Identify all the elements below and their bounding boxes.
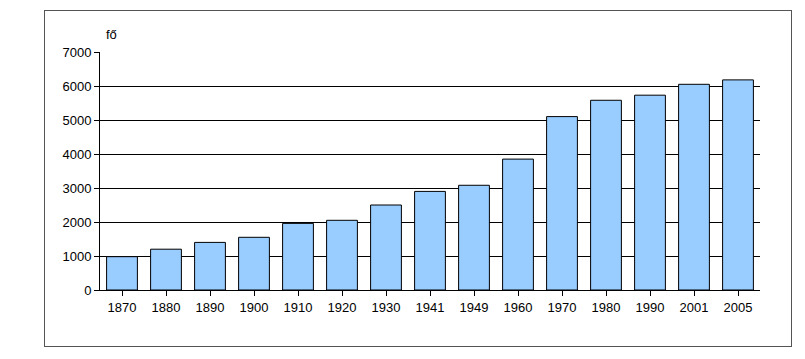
svg-text:4000: 4000: [62, 147, 91, 162]
svg-text:5000: 5000: [62, 113, 91, 128]
svg-text:1910: 1910: [284, 300, 313, 315]
svg-text:1980: 1980: [592, 300, 621, 315]
svg-text:6000: 6000: [62, 79, 91, 94]
svg-text:fő: fő: [106, 27, 117, 42]
svg-text:1920: 1920: [328, 300, 357, 315]
svg-text:1880: 1880: [152, 300, 181, 315]
svg-text:1890: 1890: [196, 300, 225, 315]
svg-text:2005: 2005: [724, 300, 753, 315]
svg-text:1941: 1941: [416, 300, 445, 315]
svg-text:1949: 1949: [460, 300, 489, 315]
svg-text:1970: 1970: [548, 300, 577, 315]
svg-text:2001: 2001: [680, 300, 709, 315]
svg-text:1000: 1000: [62, 249, 91, 264]
svg-text:1870: 1870: [108, 300, 137, 315]
svg-text:7000: 7000: [62, 45, 91, 60]
svg-text:1930: 1930: [372, 300, 401, 315]
svg-text:3000: 3000: [62, 181, 91, 196]
svg-text:1990: 1990: [636, 300, 665, 315]
svg-text:1900: 1900: [240, 300, 269, 315]
svg-text:1960: 1960: [504, 300, 533, 315]
svg-text:0: 0: [84, 283, 91, 298]
svg-text:2000: 2000: [62, 215, 91, 230]
